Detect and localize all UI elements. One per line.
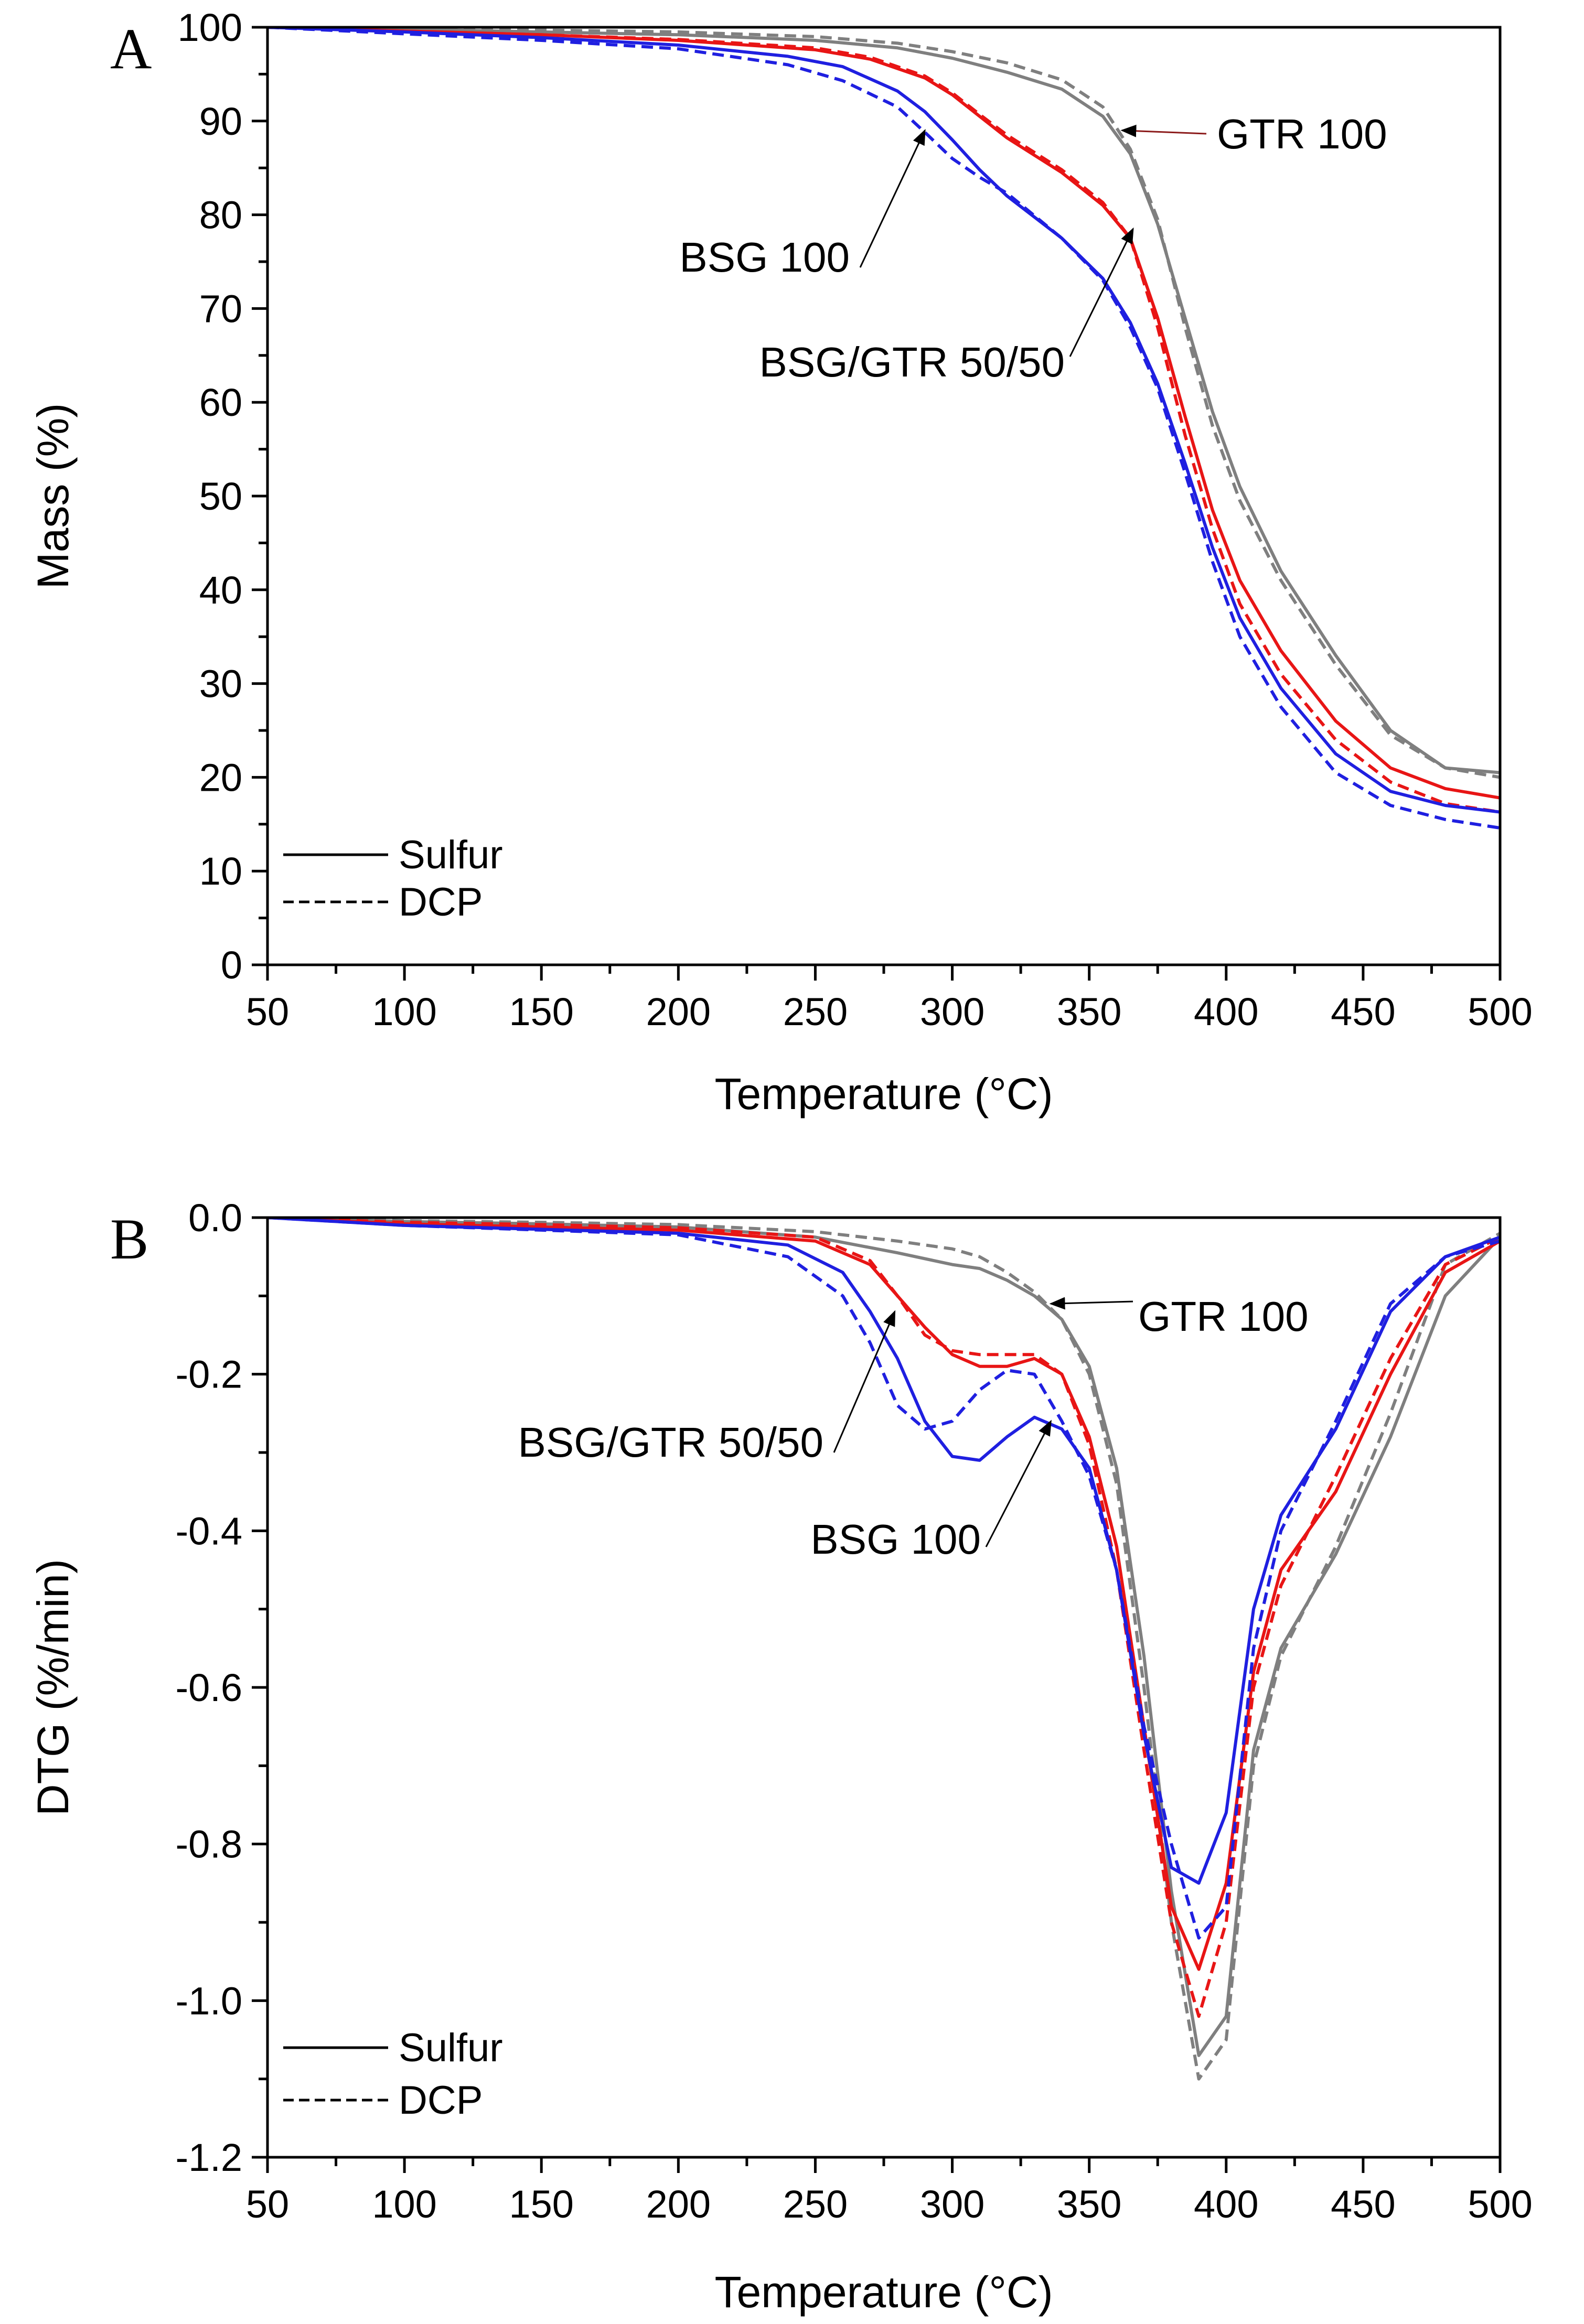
panel-a-y-axis-title: Mass (%) — [28, 403, 78, 589]
panel-b-legend-label: Sulfur — [399, 2026, 503, 2070]
panel-a-y-tick-label: 70 — [199, 287, 242, 330]
panel-b-annotation-arrow — [1049, 1297, 1133, 1310]
panel-b-x-tick-label: 150 — [509, 2182, 573, 2226]
panel-b-x-tick-label: 350 — [1057, 2182, 1121, 2226]
panel-b-legend-label: DCP — [399, 2078, 483, 2123]
panel-a-x-tick-label: 50 — [246, 990, 289, 1034]
panel-b-x-axis-title: Temperature (°C) — [714, 2267, 1053, 2317]
panel-a-y-tick-label: 100 — [178, 6, 242, 49]
panel-b-x-tick-label: 400 — [1194, 2182, 1258, 2226]
panel-b-series-bsg-gtr-50-50-dcp — [267, 1218, 1500, 2018]
panel-a-y-tick-label: 30 — [199, 662, 242, 706]
panel-b-y-axis-title: DTG (%/min) — [28, 1559, 78, 1816]
panel-b-x-tick-label: 450 — [1331, 2182, 1395, 2226]
panel-a-annotation-label: GTR 100 — [1217, 111, 1387, 157]
panel-b-series-gtr-100-sulfur — [267, 1218, 1500, 2057]
panel-a-annotation-arrow — [859, 128, 926, 268]
panel-a-series-gtr-100-dcp — [267, 27, 1500, 779]
panel-a-y-tick-label: 60 — [199, 381, 242, 424]
panel-a-x-tick-label: 250 — [783, 990, 848, 1034]
panel-a-series-bsg-100-dcp — [267, 27, 1500, 830]
panel-a-y-tick-label: 50 — [199, 475, 242, 518]
panel-b-series-gtr-100-dcp — [267, 1218, 1500, 2081]
panel-b-x-tick-label: 300 — [920, 2182, 984, 2226]
panel-a-annotation-arrow — [1120, 124, 1207, 137]
panel-a-x-tick-label: 450 — [1331, 990, 1395, 1034]
panel-a-y-tick-label: 40 — [199, 568, 242, 612]
panel-b-annotation-label: BSG/GTR 50/50 — [518, 1419, 823, 1466]
panel-a-series-gtr-100-sulfur — [267, 27, 1500, 774]
panel-b-plot-frame — [266, 1216, 1502, 2159]
panel-b-y-tick-label: -1.2 — [175, 2136, 242, 2179]
panel-a-series-bsg-gtr-50-50-dcp — [267, 27, 1500, 814]
panel-b-series-bsg-100-dcp — [267, 1218, 1500, 1940]
panel-b-annotation-arrow — [833, 1310, 896, 1453]
panel-b-annotation-label: BSG 100 — [810, 1516, 981, 1563]
panel-a-y-tick-label: 90 — [199, 100, 242, 143]
panel-b-annotation-label: GTR 100 — [1138, 1293, 1309, 1340]
panel-a-legend-label: DCP — [399, 880, 483, 924]
panel-b-annotation-arrow — [985, 1419, 1052, 1547]
panel-b-y-tick-label: -0.8 — [175, 1823, 242, 1866]
panel-a-annotation-arrow — [1069, 227, 1134, 357]
panel-a-x-axis-title: Temperature (°C) — [714, 1069, 1053, 1118]
panel-b-y-tick-label: -0.4 — [175, 1509, 242, 1553]
panel-a-annotation-label: BSG 100 — [679, 234, 850, 281]
panel-a-x-tick-label: 100 — [372, 990, 436, 1034]
panel-b-x-tick-label: 50 — [246, 2182, 289, 2226]
panel-a-x-tick-label: 400 — [1194, 990, 1258, 1034]
panel-a-x-tick-label: 350 — [1057, 990, 1121, 1034]
panel-b-y-tick-label: 0.0 — [188, 1196, 242, 1240]
panel-b-x-tick-label: 500 — [1468, 2182, 1532, 2226]
panel-b-x-tick-label: 250 — [783, 2182, 848, 2226]
panel-a-x-tick-label: 150 — [509, 990, 573, 1034]
panel-a-y-tick-label: 0 — [221, 943, 242, 987]
panel-b-letter: B — [110, 1207, 148, 1271]
panel-a-plot-frame — [266, 26, 1502, 966]
panel-b-y-tick-label: -1.0 — [175, 1979, 242, 2022]
panel-b-y-tick-label: -0.2 — [175, 1353, 242, 1396]
panel-a-x-tick-label: 300 — [920, 990, 984, 1034]
panel-b-x-tick-label: 100 — [372, 2182, 436, 2226]
panel-a-annotation-label: BSG/GTR 50/50 — [759, 339, 1065, 385]
panel-a-legend-label: Sulfur — [399, 833, 503, 877]
panel-a-y-tick-label: 10 — [199, 849, 242, 893]
panel-a-series-bsg-100-sulfur — [267, 27, 1500, 814]
panel-a-y-tick-label: 20 — [199, 756, 242, 799]
panel-a-y-tick-label: 80 — [199, 193, 242, 237]
panel-a-letter: A — [110, 17, 152, 81]
panel-b-x-tick-label: 200 — [646, 2182, 711, 2226]
panel-a-x-tick-label: 500 — [1468, 990, 1532, 1034]
panel-b-series-bsg-gtr-50-50-sulfur — [267, 1218, 1500, 1971]
panel-a-x-tick-label: 200 — [646, 990, 711, 1034]
panel-a-series-bsg-gtr-50-50-sulfur — [267, 27, 1500, 800]
panel-b-y-tick-label: -0.6 — [175, 1666, 242, 1709]
